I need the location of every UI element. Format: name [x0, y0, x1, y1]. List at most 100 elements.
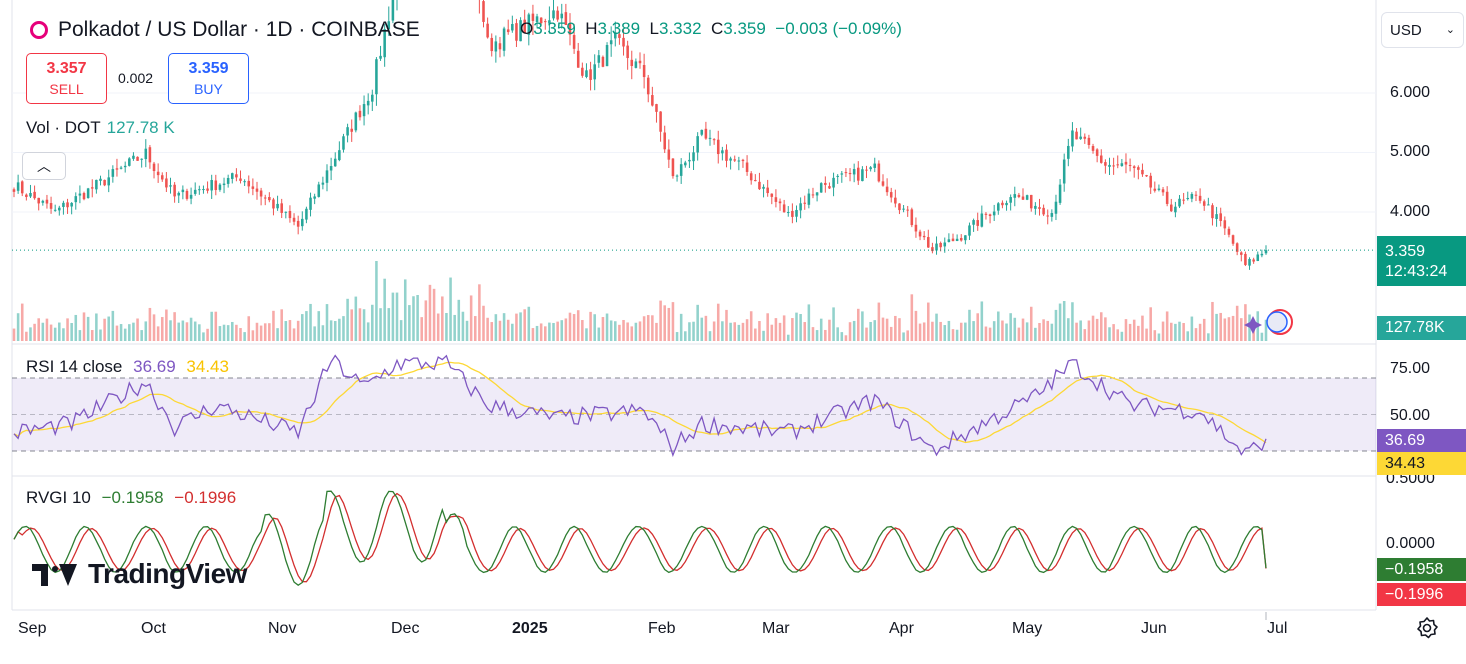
- volume-bar: [490, 322, 494, 341]
- candle-body: [692, 152, 695, 162]
- rsi-tick: 75.00: [1390, 360, 1431, 377]
- candle-body: [1211, 205, 1214, 219]
- volume-bar: [733, 322, 737, 341]
- volume-bar: [1050, 323, 1054, 341]
- candle-body: [560, 13, 564, 19]
- candle-body: [1169, 204, 1173, 212]
- candle-body: [918, 231, 922, 237]
- volume-bar: [486, 317, 489, 341]
- x-tick: Sep: [18, 620, 47, 637]
- volume-bar: [173, 312, 176, 341]
- volume-bar: [255, 322, 259, 341]
- volume-bar: [292, 328, 296, 341]
- sell-button[interactable]: 3.357 SELL: [26, 53, 107, 104]
- volume-bar: [848, 322, 852, 341]
- candle-body: [1013, 194, 1017, 198]
- candle-body: [1182, 199, 1185, 201]
- volume-bar: [214, 311, 218, 341]
- rvgi-legend[interactable]: RVGI 10 −0.1958 −0.1996: [26, 488, 236, 508]
- candle-body: [214, 180, 218, 191]
- currency-select[interactable]: USD ⌄: [1381, 12, 1464, 48]
- volume-bar: [82, 312, 86, 341]
- symbol-title[interactable]: Polkadot / US Dollar · 1D · COINBASE: [58, 18, 420, 41]
- volume-bar: [268, 323, 271, 341]
- volume-bar: [638, 321, 642, 341]
- candle-body: [1240, 252, 1243, 255]
- candle-body: [1132, 166, 1136, 169]
- volume-bar: [160, 317, 164, 341]
- candle-body: [329, 166, 333, 171]
- volume-bar: [1062, 301, 1066, 341]
- candle-body: [634, 61, 638, 68]
- candle-body: [375, 59, 378, 95]
- volume-bar: [424, 300, 428, 341]
- sell-price: 3.357: [46, 60, 87, 77]
- candle-body: [272, 199, 275, 209]
- rsi-legend[interactable]: RSI 14 close 36.69 34.43: [26, 357, 229, 377]
- candle-body: [959, 238, 963, 241]
- tradingview-logo[interactable]: TradingView: [32, 558, 247, 590]
- candle-body: [107, 177, 111, 186]
- candle-body: [581, 67, 584, 76]
- volume-bar: [90, 330, 94, 341]
- volume-bar: [679, 313, 683, 341]
- volume-bar: [1169, 322, 1173, 341]
- symbol-header[interactable]: Polkadot / US Dollar · 1D · COINBASE: [30, 16, 420, 44]
- volume-bar: [824, 329, 827, 341]
- volume-bar: [1009, 313, 1012, 341]
- volume-legend[interactable]: Vol · DOT 127.78 K: [26, 118, 175, 138]
- candle-body: [535, 16, 539, 23]
- candle-body: [165, 178, 168, 188]
- candle-body: [198, 189, 201, 191]
- volume-bar: [449, 277, 452, 341]
- candle-body: [247, 180, 251, 187]
- rsi-ma-legend-value: 34.43: [186, 357, 229, 376]
- volume-bar: [655, 322, 658, 341]
- candle-body: [49, 203, 53, 209]
- volume-bar: [1046, 320, 1050, 341]
- candle-body: [947, 239, 951, 242]
- candle-body: [881, 181, 885, 186]
- volume-bar: [20, 303, 24, 341]
- volume-bar: [1132, 319, 1136, 341]
- volume-bar: [1153, 330, 1157, 341]
- candle-body: [1046, 215, 1050, 217]
- candle-body: [90, 187, 94, 189]
- collapse-legend-button[interactable]: ︿: [22, 152, 66, 180]
- settings-gear-icon[interactable]: [1415, 616, 1439, 640]
- rsi-badge: 36.69: [1377, 429, 1466, 452]
- buy-button[interactable]: 3.359 BUY: [168, 53, 249, 104]
- volume-bar: [737, 324, 741, 341]
- volume-bar: [296, 320, 300, 341]
- candle-body: [819, 183, 823, 193]
- candle-body: [1005, 202, 1008, 206]
- open-value: 3.359: [533, 19, 576, 38]
- volume-bar: [1174, 323, 1177, 341]
- candle-body: [675, 175, 679, 177]
- candle-body: [230, 173, 234, 179]
- candle-body: [239, 178, 242, 181]
- volume-bar: [276, 328, 279, 341]
- volume-bar: [1157, 333, 1161, 341]
- candle-body: [1038, 207, 1041, 209]
- candle-body: [976, 220, 979, 226]
- volume-bar: [988, 327, 992, 341]
- candle-body: [74, 196, 78, 203]
- candle-body: [338, 150, 341, 161]
- volume-bar: [832, 307, 835, 341]
- volume-bar: [927, 302, 930, 341]
- volume-bar: [943, 325, 947, 341]
- volume-bar: [576, 310, 580, 341]
- volume-bar: [272, 310, 275, 341]
- candle-body: [1116, 164, 1120, 166]
- currency-label: USD: [1390, 22, 1422, 39]
- candle-body: [659, 111, 662, 132]
- volume-bar: [1013, 317, 1017, 341]
- volume-bar: [564, 318, 568, 341]
- volume-bar: [1207, 333, 1210, 341]
- candle-body: [218, 184, 222, 190]
- candle-body: [601, 56, 605, 67]
- volume-bar: [997, 311, 1000, 341]
